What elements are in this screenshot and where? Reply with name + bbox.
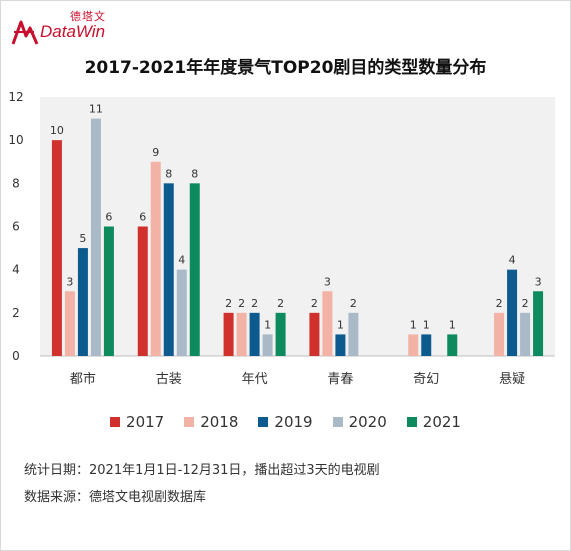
legend-item: 2020 — [332, 413, 387, 431]
legend-swatch — [184, 417, 195, 427]
data-label: 3 — [535, 275, 542, 288]
legend-label: 2020 — [348, 413, 387, 431]
bar — [223, 312, 234, 356]
legend-swatch — [406, 417, 417, 427]
bar — [189, 183, 200, 356]
data-label: 3 — [324, 275, 331, 288]
legend-item: 2021 — [406, 413, 461, 431]
plot-area — [40, 97, 555, 356]
bar — [421, 334, 432, 356]
y-tick-label: 8 — [12, 176, 20, 190]
y-tick-label: 2 — [12, 306, 20, 320]
legend-item: 2017 — [110, 413, 164, 431]
brand-en: DataWin — [40, 22, 106, 41]
data-label: 4 — [178, 254, 185, 267]
legend-swatch — [258, 417, 269, 427]
bar — [77, 248, 88, 356]
bar — [348, 312, 359, 356]
data-label: 6 — [105, 211, 112, 224]
data-label: 5 — [79, 232, 86, 245]
y-tick-label: 4 — [12, 263, 20, 277]
legend-label: 2019 — [274, 413, 313, 431]
legend-label: 2017 — [126, 413, 165, 431]
data-label: 1 — [410, 318, 417, 331]
bar — [275, 312, 286, 356]
legend-item: 2018 — [184, 413, 238, 431]
data-label: 1 — [423, 318, 430, 331]
data-label: 2 — [225, 297, 232, 310]
chart-title: 2017-2021年年度景气TOP20剧目的类型数量分布 — [84, 58, 487, 78]
bar — [236, 312, 247, 356]
data-label: 2 — [251, 297, 258, 310]
datawin-logo: 德塔文 DataWin — [10, 8, 130, 48]
data-label: 2 — [522, 297, 529, 310]
bar — [335, 334, 346, 356]
data-label: 4 — [509, 254, 516, 267]
data-label: 9 — [152, 146, 159, 159]
data-label: 8 — [165, 167, 172, 180]
y-tick-label: 12 — [8, 90, 23, 104]
datawin-logo-icon — [11, 20, 39, 45]
y-tick-label: 6 — [12, 220, 20, 234]
legend-label: 2021 — [422, 413, 461, 431]
bar — [262, 334, 273, 356]
bar — [163, 183, 174, 356]
bar — [249, 312, 260, 356]
data-label: 6 — [139, 211, 146, 224]
data-label: 3 — [66, 275, 73, 288]
bar — [322, 291, 333, 356]
bar — [176, 269, 187, 356]
bar — [533, 291, 544, 356]
bar — [103, 226, 114, 356]
brand-cn: 德塔文 — [70, 10, 106, 23]
legend-swatch — [332, 417, 343, 427]
bar — [51, 140, 62, 356]
bar — [64, 291, 75, 356]
bar — [408, 334, 419, 356]
bar — [447, 334, 458, 356]
x-tick-label: 古装 — [156, 372, 182, 387]
data-label: 1 — [337, 318, 344, 331]
y-tick-label: 10 — [8, 133, 23, 147]
data-label: 1 — [264, 318, 271, 331]
data-label: 2 — [350, 297, 357, 310]
bar — [309, 312, 320, 356]
bar — [150, 161, 161, 356]
data-label: 2 — [277, 297, 284, 310]
bar — [90, 118, 101, 356]
data-label: 2 — [311, 297, 318, 310]
x-tick-label: 年代 — [242, 372, 268, 387]
data-label: 10 — [50, 124, 64, 137]
footnote-source: 数据来源：德塔文电视剧数据库 — [24, 490, 207, 505]
data-label: 11 — [89, 103, 103, 116]
legend-item: 2019 — [258, 413, 313, 431]
bar — [520, 312, 531, 356]
data-label: 2 — [238, 297, 245, 310]
y-tick-label: 0 — [12, 349, 20, 363]
data-label: 2 — [496, 297, 503, 310]
footnote-stat-date: 统计日期：2021年1月1日-12月31日，播出超过3天的电视剧 — [24, 463, 380, 478]
data-label: 8 — [191, 167, 198, 180]
legend-swatch — [110, 417, 121, 427]
x-tick-label: 悬疑 — [499, 371, 525, 387]
legend-label: 2018 — [200, 413, 239, 431]
x-tick-label: 奇幻 — [413, 371, 439, 387]
chart-legend: 2017 2018 2019 2020 2021 — [0, 413, 571, 431]
bar — [507, 269, 518, 356]
data-label: 1 — [449, 318, 456, 331]
bar — [494, 312, 505, 356]
bar — [137, 226, 148, 356]
x-tick-label: 青春 — [327, 372, 353, 387]
x-tick-label: 都市 — [70, 371, 96, 387]
